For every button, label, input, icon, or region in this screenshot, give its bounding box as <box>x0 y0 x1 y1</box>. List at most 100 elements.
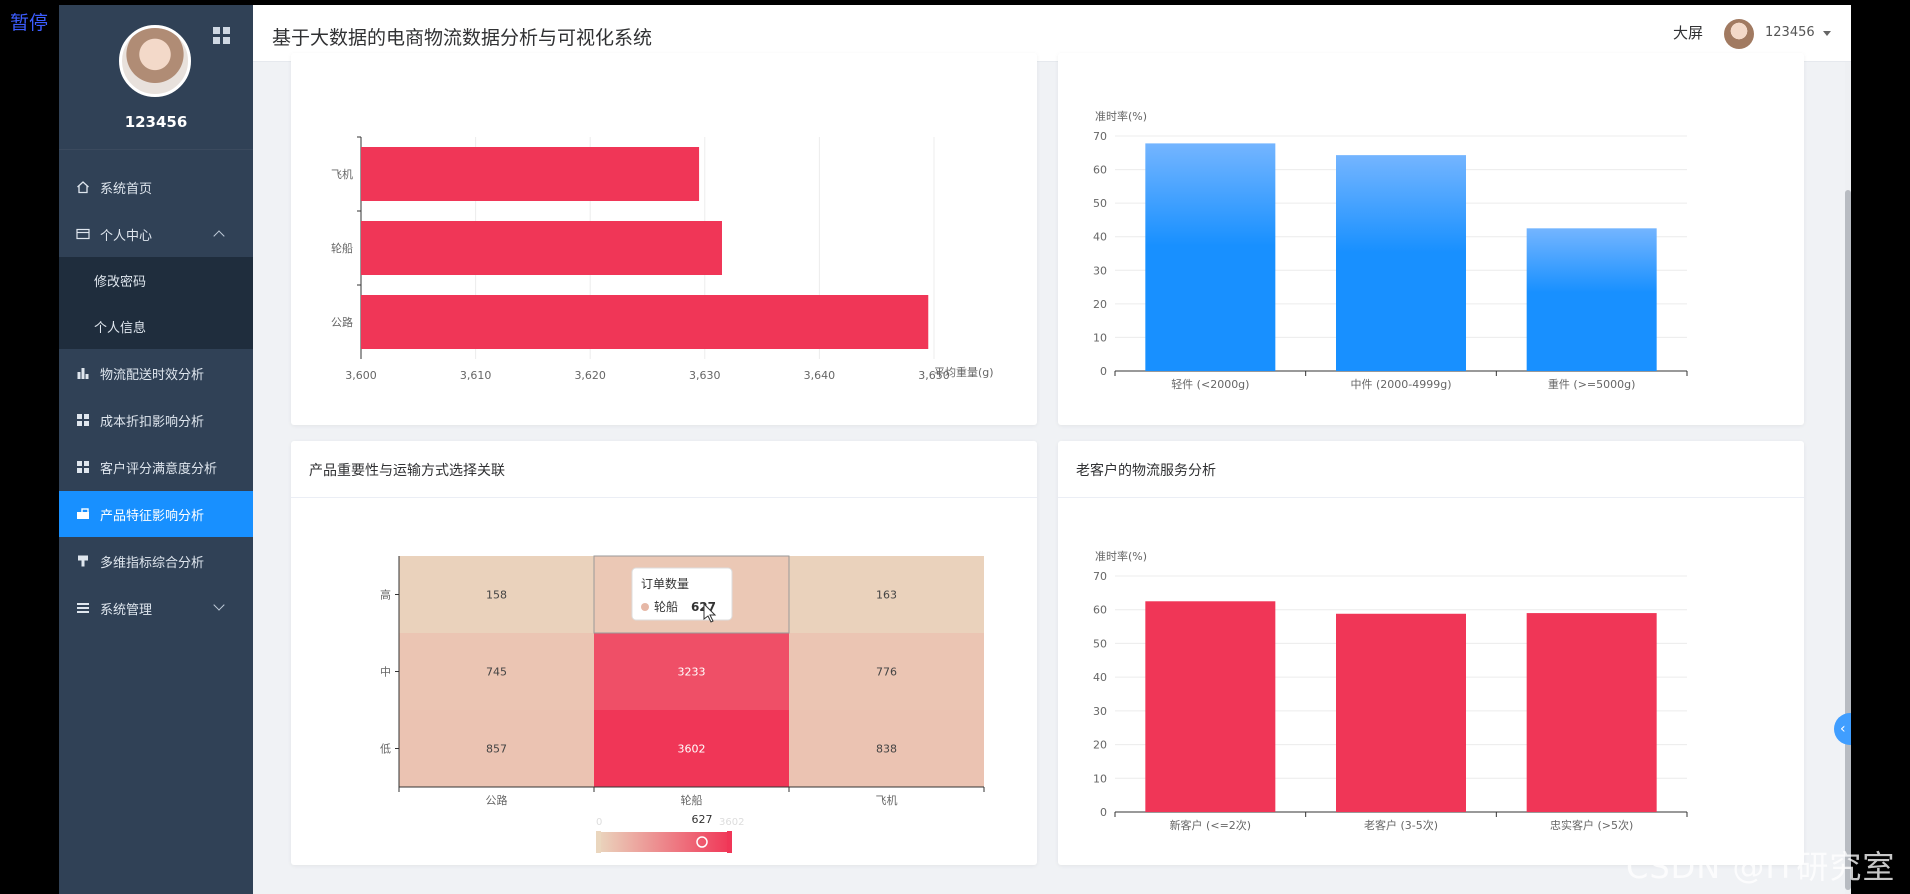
visualmap-current-label: 627 <box>692 813 713 826</box>
heatmap-cell <box>789 633 984 710</box>
heatmap-cell <box>594 710 789 787</box>
bar-chart-icon <box>76 366 90 380</box>
bar <box>1336 155 1466 371</box>
sidebar-item-personal-center[interactable]: 个人中心 <box>59 211 253 257</box>
bar <box>1145 143 1276 371</box>
heatmap-cell-label: 3233 <box>678 666 706 679</box>
bar <box>1145 601 1276 812</box>
bar <box>1526 613 1657 812</box>
sidebar-username: 123456 <box>124 113 188 131</box>
card-divider <box>291 497 1037 498</box>
heatmap-cell-label: 158 <box>486 589 507 602</box>
visualmap-handle-min <box>596 831 601 853</box>
chart-card-weight-by-transport: 3,600 3,610 3,620 3,630 3,640 3,650 飞机 轮船 公路 平均重量… <box>291 53 1037 425</box>
avatar[interactable] <box>119 25 191 97</box>
sidebar-item-home[interactable]: 系统首页 <box>59 164 253 210</box>
card-divider <box>1058 497 1804 498</box>
list-icon <box>76 601 90 615</box>
sidebar-item-label: 成本折扣影响分析 <box>100 414 205 430</box>
y-tick-label: 60 <box>1093 164 1107 177</box>
y-tick-label: 50 <box>1093 197 1107 210</box>
x-tick-label: 3,630 <box>689 369 721 382</box>
heatmap-cell-label: 776 <box>876 666 897 679</box>
sidebar-item-multi-metric[interactable]: 多维指标综合分析 <box>59 538 253 584</box>
sidebar-item-label: 修改密码 <box>94 274 147 290</box>
heatmap-cell-highlight <box>593 555 790 634</box>
y-tick-label: 0 <box>1100 365 1107 378</box>
briefcase-icon <box>76 507 90 521</box>
sidebar-item-label: 客户评分满意度分析 <box>100 461 218 477</box>
x-category-label: 轮船 <box>681 793 703 807</box>
x-tick-label: 3,620 <box>574 369 606 382</box>
heatmap-cell-label: 745 <box>486 666 507 679</box>
sidebar-item-label: 系统首页 <box>100 181 153 197</box>
sidebar-item-label: 系统管理 <box>100 602 153 618</box>
y-tick-label: 20 <box>1093 739 1107 752</box>
sidebar-item-customer-rating[interactable]: 客户评分满意度分析 <box>59 444 253 490</box>
card-title: 产品重要性与运输方式选择关联 <box>309 463 505 479</box>
y-axis-title: 准时率(%) <box>1095 549 1147 563</box>
sidebar-item-cost-discount[interactable]: 成本折扣影响分析 <box>59 397 253 443</box>
y-tick-label: 70 <box>1093 570 1107 583</box>
grid-icon <box>76 413 90 427</box>
bar <box>361 221 722 275</box>
chart-returning-customers: 0 10 20 30 40 50 60 70 准时率(%) 新客户 (<=2次) 老客户 (3-5次… <box>1093 549 1688 832</box>
chevron-up-icon <box>213 230 225 242</box>
tooltip-box <box>631 567 733 621</box>
tooltip-series: 轮船 <box>654 600 678 614</box>
chart-importance-transport-heatmap[interactable]: 158627163高7453233776中8573602838低公路轮船飞机订单… <box>291 441 1037 865</box>
card-title: 老客户的物流服务分析 <box>1076 463 1216 479</box>
collapse-side-button[interactable]: ‹ <box>1834 713 1851 745</box>
heatmap-cell-label: 163 <box>876 589 897 602</box>
card-icon <box>76 227 90 241</box>
grid-icon <box>76 460 90 474</box>
user-menu-name[interactable]: 123456 <box>1765 25 1815 40</box>
heatmap-cell-label: 857 <box>486 743 507 756</box>
bigscreen-link[interactable]: 大屏 <box>1673 24 1704 42</box>
page-scrollbar[interactable] <box>1845 62 1851 894</box>
sidebar: 123456 系统首页 个人中心 修改密码 个人信息 <box>59 5 253 894</box>
x-category-label: 中件 (2000-4999g) <box>1350 378 1451 391</box>
chevron-down-icon <box>213 599 225 611</box>
sidebar-item-label: 多维指标综合分析 <box>100 555 205 571</box>
visualmap-indicator <box>696 836 708 848</box>
y-tick-label: 10 <box>1093 772 1107 785</box>
sidebar-item-delivery-analysis[interactable]: 物流配送时效分析 <box>59 350 253 396</box>
sidebar-item-personal-info[interactable]: 个人信息 <box>59 303 253 349</box>
x-category-label: 老客户 (3-5次) <box>1364 818 1438 832</box>
x-category-label: 新客户 (<=2次) <box>1170 818 1252 832</box>
heatmap-cell <box>399 710 594 787</box>
caret-down-icon[interactable] <box>1823 31 1831 36</box>
heatmap-cell-label: 838 <box>876 743 897 756</box>
bar <box>361 295 929 349</box>
x-category-label: 公路 <box>486 794 508 807</box>
scrollbar-thumb[interactable] <box>1845 190 1851 890</box>
sidebar-item-change-password[interactable]: 修改密码 <box>59 257 253 303</box>
mouse-cursor-icon <box>703 602 717 623</box>
x-axis-title: 平均重量(g) <box>934 365 994 379</box>
heatmap-cell <box>789 556 984 633</box>
sidebar-profile: 123456 <box>59 5 253 150</box>
y-category-label: 轮船 <box>331 241 353 255</box>
sidebar-item-system-admin[interactable]: 系统管理 <box>59 585 253 631</box>
heatmap-cell <box>594 633 789 710</box>
tooltip-title: 订单数量 <box>641 576 689 591</box>
pause-label[interactable]: 暂停 <box>10 12 49 34</box>
x-tick-label: 3,650 <box>918 369 950 382</box>
y-tick-label: 30 <box>1093 705 1107 718</box>
x-category-label: 飞机 <box>876 793 898 807</box>
sidebar-item-product-features[interactable]: 产品特征影响分析 <box>59 491 253 537</box>
heatmap-cell <box>789 710 984 787</box>
bar <box>361 147 700 201</box>
apps-grid-icon[interactable] <box>213 27 231 45</box>
sidebar-item-label: 物流配送时效分析 <box>100 367 205 383</box>
x-tick-label: 3,600 <box>345 369 377 382</box>
y-category-label: 低 <box>380 743 391 756</box>
user-avatar[interactable] <box>1724 19 1754 49</box>
chart-weight-by-transport: 3,600 3,610 3,620 3,630 3,640 3,650 飞机轮船公路平均重量… <box>331 136 994 382</box>
y-tick-label: 40 <box>1093 671 1107 684</box>
visualmap-max-label: 3602 <box>719 817 744 828</box>
y-category-label: 高 <box>380 588 391 602</box>
bar <box>1336 613 1466 812</box>
heatmap-cell-label: 3602 <box>678 743 706 756</box>
